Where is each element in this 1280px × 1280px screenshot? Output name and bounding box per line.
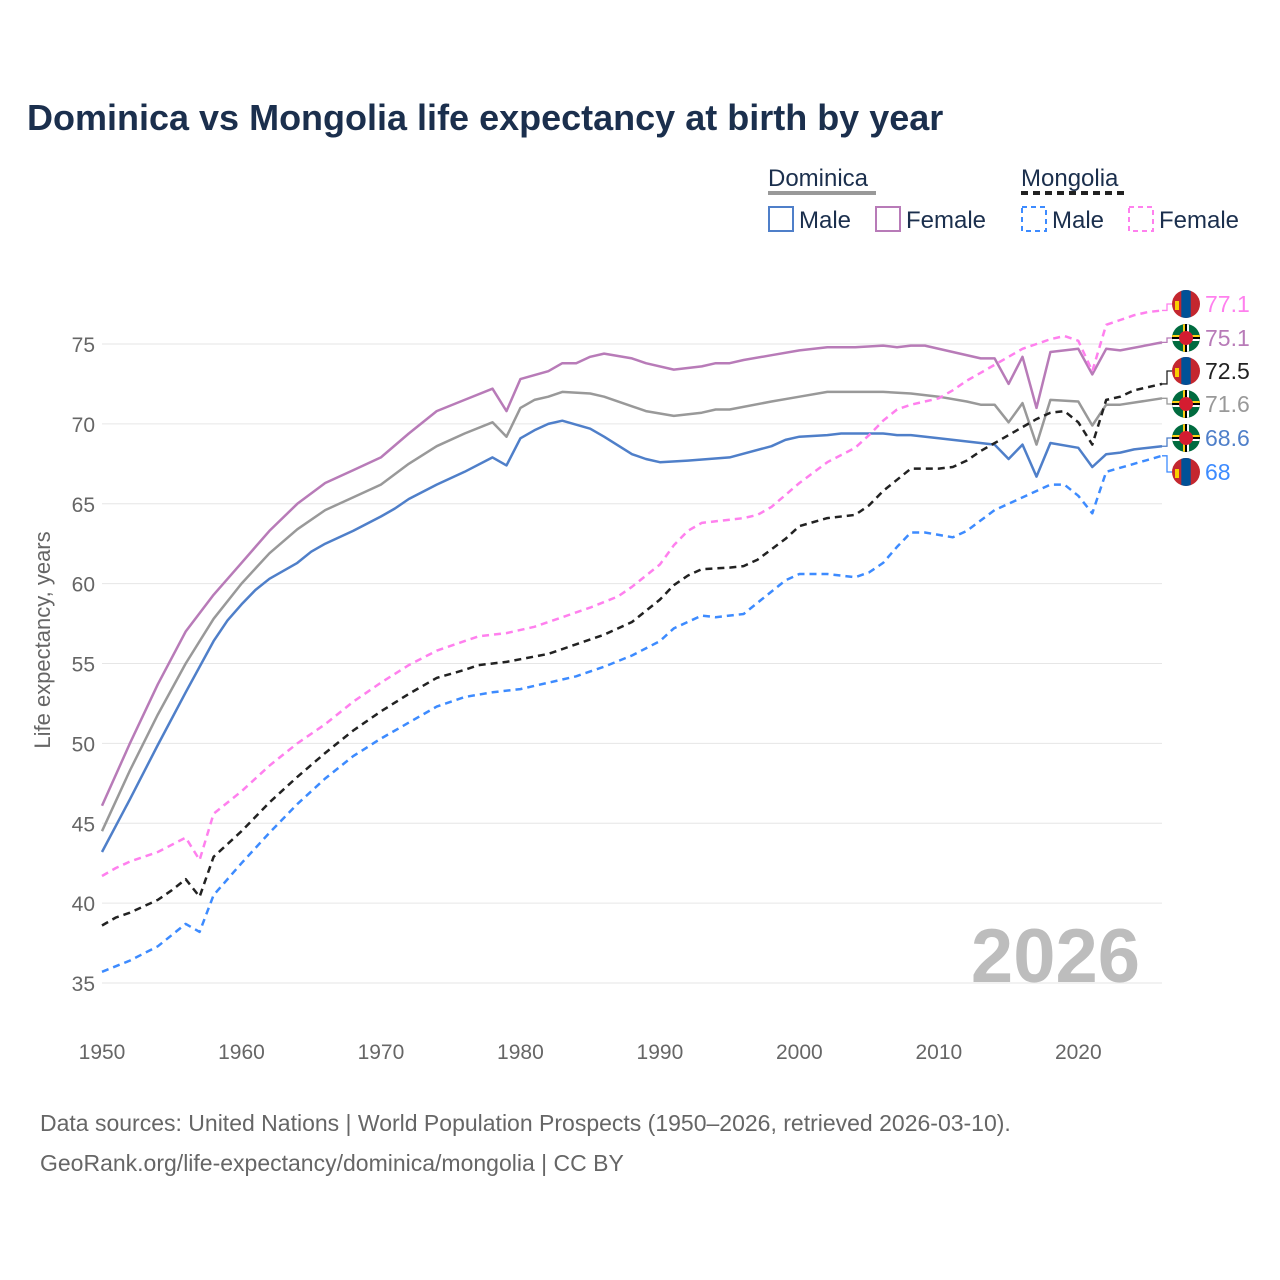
legend-dominica-male-swatch (768, 206, 794, 232)
mongolia-flag-icon (1172, 458, 1200, 486)
legend-group-mongolia[interactable]: Mongolia (1021, 165, 1119, 192)
x-tick-label: 1950 (79, 1041, 126, 1064)
legend-dominica-female[interactable]: Female (906, 207, 986, 234)
y-axis-ticks: 35 40 45 50 55 60 65 70 75 (72, 334, 95, 996)
legend-dominica-female-swatch (875, 206, 901, 232)
y-tick-label: 50 (72, 733, 95, 756)
legend: Dominica Mongolia Male Female Male Femal… (768, 165, 1239, 234)
end-label-connector (1162, 397, 1172, 405)
y-tick-label: 65 (72, 494, 95, 517)
series-line-mongolia-female[interactable] (101, 309, 1163, 878)
legend-dominica-male[interactable]: Male (799, 207, 851, 234)
year-watermark: 2026 (971, 914, 1140, 999)
legend-mongolia-female-swatch (1128, 206, 1154, 232)
x-tick-label: 1960 (218, 1041, 265, 1064)
y-tick-label: 45 (72, 813, 95, 836)
end-label-connector (1162, 437, 1172, 447)
x-tick-label: 2000 (776, 1041, 823, 1064)
dominica-flag-icon (1172, 390, 1200, 418)
end-label-value: 71.6 (1205, 391, 1250, 417)
y-tick-label: 60 (72, 574, 95, 597)
y-tick-label: 70 (72, 414, 95, 437)
y-tick-label: 55 (72, 654, 95, 677)
dominica-flag-icon (1172, 424, 1200, 452)
end-label-value: 72.5 (1205, 358, 1250, 384)
x-axis-ticks: 1950 1960 1970 1980 1990 2000 2010 2020 (79, 1041, 1102, 1064)
y-tick-label: 35 (72, 973, 95, 996)
dominica-flag-icon (1172, 324, 1200, 352)
gridlines (102, 343, 1162, 984)
series-line-mongolia-male[interactable] (101, 454, 1163, 973)
mongolia-flag-icon (1172, 357, 1200, 385)
source-line-2[interactable]: GeoRank.org/life-expectancy/dominica/mon… (40, 1150, 624, 1176)
x-tick-label: 2020 (1055, 1041, 1102, 1064)
end-label-value: 68 (1205, 459, 1231, 485)
series-line-dominica[interactable] (100, 390, 1163, 832)
x-tick-label: 1990 (637, 1041, 684, 1064)
y-tick-label: 40 (72, 893, 95, 916)
series-line-mongolia[interactable] (101, 382, 1163, 927)
y-tick-label: 75 (72, 334, 95, 357)
x-tick-label: 1980 (497, 1041, 544, 1064)
y-axis-label: Life expectancy, years (30, 531, 55, 748)
series-lines (100, 309, 1163, 973)
legend-group-dominica[interactable]: Dominica (768, 165, 869, 192)
x-tick-label: 2010 (915, 1041, 962, 1064)
legend-mongolia-male[interactable]: Male (1052, 207, 1104, 234)
end-label-connector (1162, 303, 1172, 312)
series-line-dominica-male[interactable] (100, 419, 1163, 853)
end-label-value: 77.1 (1205, 291, 1250, 317)
mongolia-flag-icon (1172, 290, 1200, 318)
end-label-value: 68.6 (1205, 425, 1250, 451)
chart-title: Dominica vs Mongolia life expectancy at … (27, 97, 943, 138)
series-line-dominica-female[interactable] (100, 341, 1163, 807)
legend-mongolia-male-swatch (1021, 206, 1047, 232)
end-label-value: 75.1 (1205, 325, 1250, 351)
source-line-1: Data sources: United Nations | World Pop… (40, 1110, 1011, 1136)
x-tick-label: 1970 (358, 1041, 405, 1064)
end-label-connector (1162, 455, 1172, 473)
legend-mongolia-female[interactable]: Female (1159, 207, 1239, 234)
end-label-connector (1162, 370, 1172, 385)
end-label-connector (1162, 337, 1172, 344)
end-labels: 75.1 71.6 68.6 77.1 72.5 68 (1162, 290, 1250, 486)
